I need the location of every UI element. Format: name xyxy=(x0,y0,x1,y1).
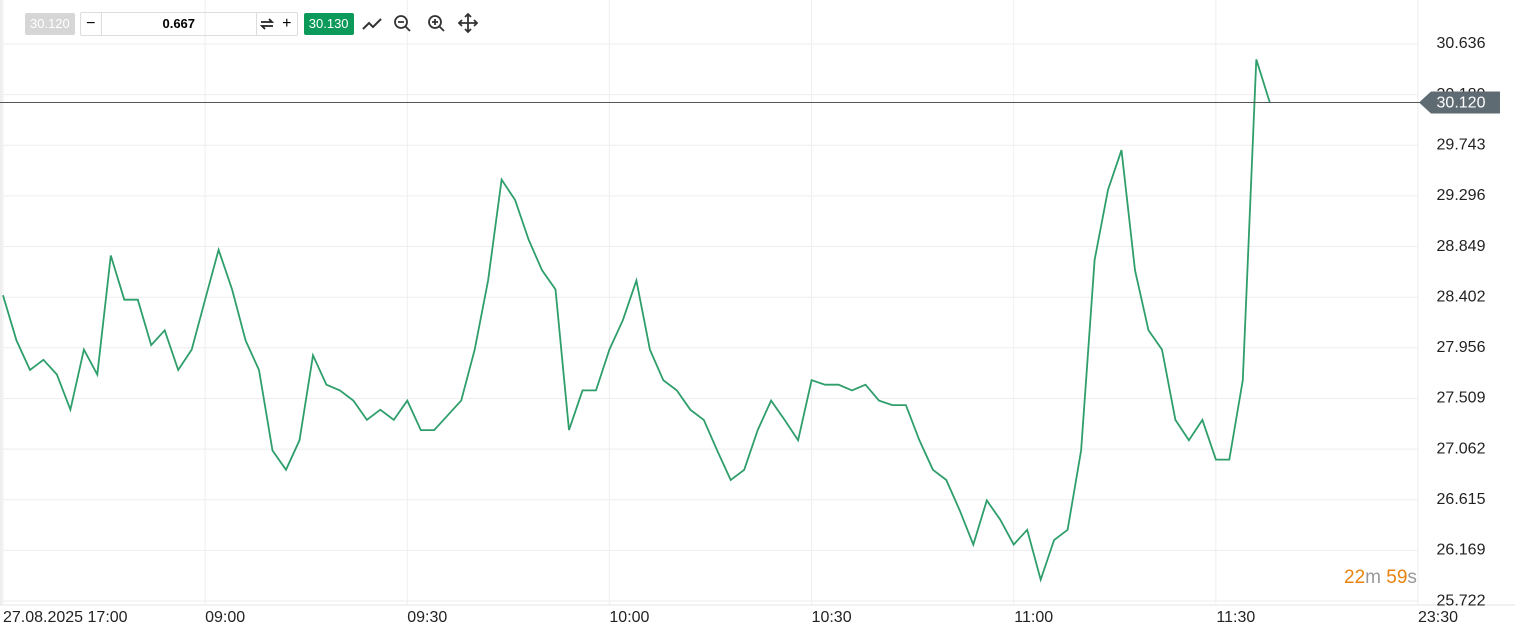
zoom-in-icon[interactable] xyxy=(427,15,445,32)
x-tick-label: 11:00 xyxy=(1014,609,1053,626)
y-tick-label: 27.956 xyxy=(1437,339,1486,356)
minus-button[interactable]: − xyxy=(86,15,96,32)
trade-toolbar: 30.120 − 0.667 + 30.130 xyxy=(25,12,490,36)
last-price-label: 30.120 xyxy=(1437,95,1486,112)
x-tick-label: 09:30 xyxy=(407,609,447,626)
minutes: 22 xyxy=(1344,567,1366,588)
quantity[interactable]: 0.667 xyxy=(100,13,257,35)
swap-icon[interactable] xyxy=(257,16,277,32)
x-tick-label: 11:30 xyxy=(1216,609,1255,626)
y-tick-label: 25.722 xyxy=(1437,592,1486,609)
y-tick-label: 27.062 xyxy=(1437,440,1486,457)
y-tick-label: 30.636 xyxy=(1437,35,1486,52)
y-tick-label: 28.402 xyxy=(1437,288,1486,305)
x-tick-label: 23:30 xyxy=(1418,609,1458,626)
quantity-value: 0.667 xyxy=(162,16,196,31)
y-tick-label: 29.743 xyxy=(1437,136,1486,153)
y-tick-label: 26.169 xyxy=(1437,542,1486,559)
candle-countdown: 22m 59s xyxy=(1344,567,1417,589)
buy-button[interactable]: 30.130 xyxy=(303,13,354,35)
y-tick-label: 27.509 xyxy=(1437,390,1486,407)
seconds-unit: s xyxy=(1407,567,1417,588)
zoom-out-icon[interactable] xyxy=(393,15,411,32)
line-type-icon[interactable] xyxy=(361,18,382,30)
sell-button[interactable]: 30.120 xyxy=(25,13,75,35)
seconds: 59 xyxy=(1386,567,1408,588)
y-tick-label: 29.296 xyxy=(1437,187,1486,204)
quantity-box: − 0.667 + xyxy=(79,12,298,36)
x-tick-label: 10:30 xyxy=(812,609,852,626)
plus-button[interactable]: + xyxy=(282,15,292,32)
y-tick-label: 28.849 xyxy=(1437,238,1486,255)
tool-icons xyxy=(361,12,478,34)
x-tick-label: 09:00 xyxy=(205,609,245,626)
move-icon[interactable] xyxy=(457,12,478,34)
price-line xyxy=(2,59,1271,583)
x-tick-label: 10:00 xyxy=(609,609,649,626)
last-price-tag xyxy=(1419,91,1500,114)
x-tick-label: 27.08.2025 17:00 xyxy=(3,609,128,626)
y-tick-label: 26.615 xyxy=(1437,491,1486,508)
minutes-unit: m xyxy=(1365,567,1381,588)
